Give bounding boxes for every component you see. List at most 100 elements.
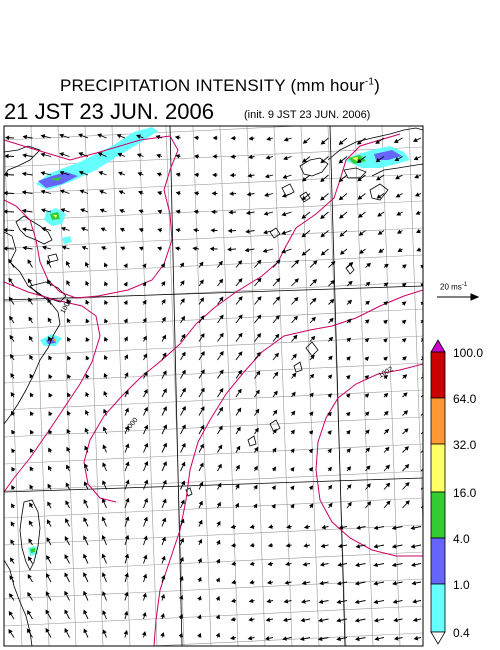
wind-vector-head (293, 315, 298, 321)
wind-vector-head (199, 462, 204, 468)
wind-vector-head (348, 261, 354, 267)
wind-vector-head (143, 424, 149, 430)
wind-vector-head (45, 609, 50, 615)
wind-vector-head (64, 536, 69, 541)
wind-vector-head (384, 446, 390, 452)
wind-vector-head (66, 446, 71, 452)
wind-vector-head (200, 387, 205, 393)
wind-vector-head (103, 354, 109, 360)
wind-vector-head (391, 544, 397, 549)
wind-vector-head (230, 616, 236, 622)
wind-vector-head (103, 281, 109, 287)
wind-vector-head (142, 317, 147, 323)
wind-vector-head (143, 371, 148, 376)
wind-vector-head (161, 299, 166, 304)
coast-china-south (4, 559, 33, 646)
wind-vector-head (8, 611, 13, 616)
wind-vector-head (124, 553, 130, 559)
wind-vector-head (29, 373, 34, 379)
init-time: (init. 9 JST 23 JUN. 2006) (244, 109, 371, 121)
wind-vector-head (103, 372, 108, 378)
wind-vector-head (4, 172, 9, 177)
chart-title: PRECIPITATION INTENSITY (mm hour-1) (0, 76, 440, 96)
wind-vector-head (125, 461, 130, 467)
wind-vector-head (338, 195, 344, 201)
wind-vector-head (103, 336, 109, 342)
wind-vector-head (301, 232, 307, 238)
wind-vector-head (48, 447, 53, 453)
wind-vector-head (175, 191, 181, 196)
wind-vector-head (27, 259, 32, 264)
wind-vector-head (383, 356, 388, 362)
wind-vector-head (181, 442, 186, 448)
wind-vector-head (266, 136, 271, 141)
wind-vector-head (291, 372, 297, 378)
wind-vector-head (346, 356, 351, 361)
wind-vector-head (248, 136, 254, 141)
wind-vector-head (67, 355, 72, 361)
wind-vector-head (9, 575, 14, 580)
wind-vector-head (249, 579, 254, 585)
wind-vector-head (393, 636, 399, 641)
wind-vector-head (66, 299, 71, 304)
wind-vector-head (156, 153, 161, 159)
wind-vector-head (162, 498, 167, 504)
precip-core-east-2 (352, 157, 358, 161)
wind-vector-head (22, 134, 28, 140)
wind-vector-head (119, 227, 125, 233)
wind-vector-head (229, 172, 235, 178)
wind-vector-head (101, 246, 106, 251)
wind-vector-head (383, 392, 389, 398)
wind-vector (420, 468, 423, 472)
wind-vector-head (181, 424, 186, 430)
wind-vector-head (29, 502, 34, 508)
wind-vector-head (347, 299, 353, 305)
wind-vector-head (247, 635, 253, 641)
wind-vector-head (4, 153, 9, 159)
wind-vector (420, 339, 423, 342)
wind-vector-head (181, 461, 186, 467)
wind-vector-head (198, 500, 203, 506)
coast-taiwan (19, 499, 41, 571)
wind-vector-head (136, 153, 142, 158)
wind-vector-head (65, 482, 70, 488)
wind-vector-head (365, 281, 371, 287)
grid-parallel (4, 335, 423, 357)
wind-vector-head (312, 279, 317, 284)
wind-vector-head (85, 280, 90, 286)
wind-vector-head (181, 351, 186, 357)
grid-parallel (4, 227, 423, 249)
wind-vector-head (405, 482, 410, 487)
wind-vector-head (383, 338, 388, 343)
wind-vector-head (401, 282, 407, 288)
isobar-2 (4, 281, 101, 493)
wind-vector-head (101, 553, 106, 559)
grid-parallel (144, 632, 423, 646)
colorbar-label-1: 1.0 (453, 578, 470, 592)
coast-ryukyu-1 (269, 227, 281, 239)
wind-vector-head (10, 503, 16, 509)
wind-vector-head (142, 335, 147, 341)
wind-vector-head (162, 370, 167, 376)
wind-vector-head (180, 518, 185, 524)
wind-vector-head (80, 208, 85, 213)
wind-vector-head (377, 212, 382, 217)
wind-vector-head (101, 534, 106, 540)
grid-meridian (138, 126, 158, 646)
wind-vector-head (66, 410, 71, 416)
wind-vector-head (308, 466, 313, 472)
wind-vector-head (138, 246, 144, 251)
wind-vector-head (48, 411, 53, 416)
wind-vector-head (102, 426, 108, 432)
wind-vector-head (268, 524, 273, 529)
wind-vector-head (161, 281, 166, 286)
wind-vector-head (383, 282, 389, 287)
wind-vector-head (366, 262, 372, 268)
wind-vector-head (64, 590, 69, 596)
wind-vector-head (4, 246, 8, 251)
wind-vector-head (384, 410, 389, 416)
wind-vector-head (80, 227, 86, 232)
wind-vector-head (238, 332, 243, 338)
wind-vector-head (29, 448, 34, 453)
wind-vector-head (309, 503, 314, 509)
